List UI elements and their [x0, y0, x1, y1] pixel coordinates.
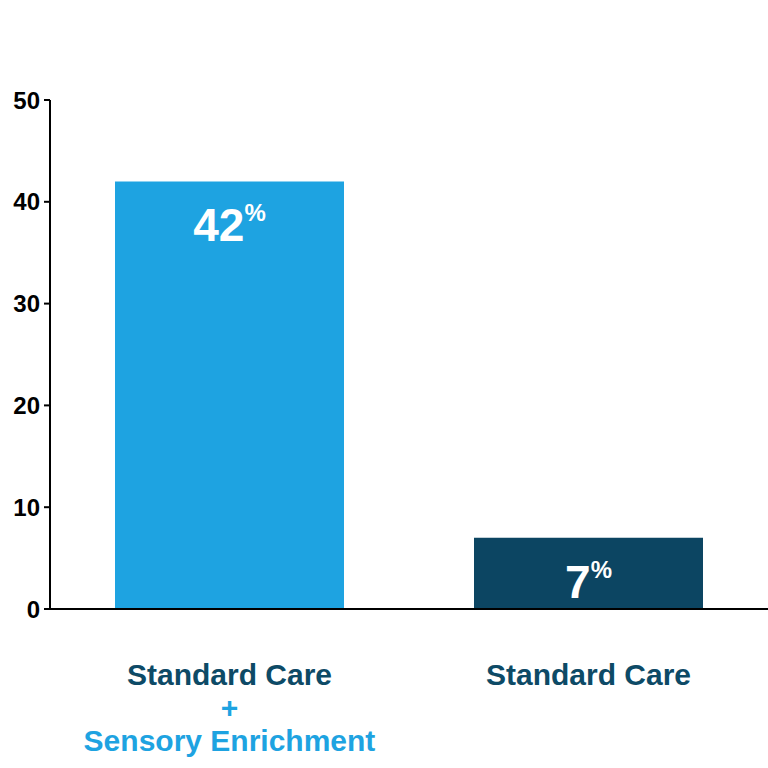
svg-text:50: 50: [13, 87, 40, 114]
svg-text:7%: 7%: [565, 556, 612, 608]
svg-text:+: +: [221, 691, 239, 724]
svg-text:Standard Care: Standard Care: [127, 658, 332, 691]
svg-text:0: 0: [27, 596, 40, 623]
svg-text:Sensory Enrichment: Sensory Enrichment: [84, 724, 376, 757]
svg-text:40: 40: [13, 188, 40, 215]
svg-text:10: 10: [13, 494, 40, 521]
svg-text:42%: 42%: [193, 199, 266, 251]
svg-text:20: 20: [13, 392, 40, 419]
svg-text:Standard Care: Standard Care: [486, 658, 691, 691]
svg-text:30: 30: [13, 290, 40, 317]
